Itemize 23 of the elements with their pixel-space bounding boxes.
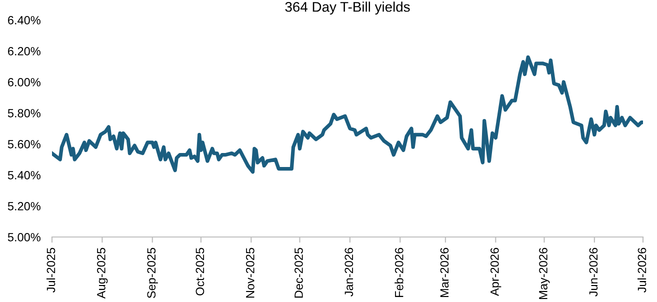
x-tick-label: Jan-2026: [344, 248, 354, 296]
x-tick-label: Nov-2025: [246, 248, 254, 298]
x-tick-label: Jun-2026: [589, 248, 598, 296]
y-tick-label: 5.60%: [8, 140, 40, 148]
y-tick-label: 5.80%: [8, 109, 40, 118]
line-series: [52, 55, 643, 174]
x-tick-label: Jul-2025: [46, 248, 56, 293]
x-tick-label: Aug-2025: [97, 248, 108, 299]
x-tick-label: Oct-2025: [196, 248, 204, 296]
x-tick-label: Dec-2025: [294, 248, 303, 298]
y-tick-label: 6.00%: [8, 78, 40, 86]
x-tick-label: Sep-2025: [147, 248, 158, 298]
y-tick-label: 5.20%: [8, 202, 40, 210]
y-tick-label: 6.40%: [8, 16, 40, 24]
x-tick-label: Mar-2026: [440, 248, 449, 297]
x-tick-label: Feb-2026: [394, 248, 404, 297]
chart-title: 364 Day T-Bill yields: [285, 2, 410, 15]
y-tick-label: 5.40%: [8, 171, 40, 180]
y-tick-label: 6.20%: [8, 47, 40, 56]
x-tick-label: Apr-2026: [490, 248, 502, 296]
x-tick-label: May-2026: [539, 248, 550, 299]
y-tick-label: 5.00%: [8, 233, 40, 242]
x-tick-label: Jul-2026: [637, 248, 646, 293]
